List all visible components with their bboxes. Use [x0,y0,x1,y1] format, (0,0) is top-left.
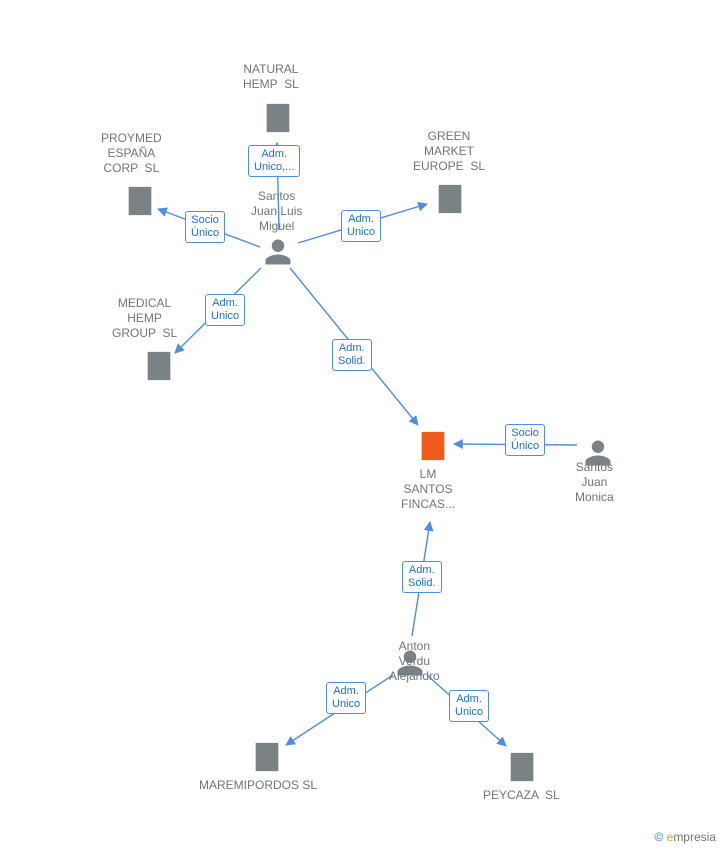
footer-credit: © empresia [654,830,716,844]
node-label-green_market: GREEN MARKET EUROPE SL [413,129,485,174]
edges-layer [0,0,728,850]
copyright-symbol: © [654,830,663,844]
edge-label-e1: Adm. Unico,... [248,145,300,177]
node-label-maremipordos: MAREMIPORDOS SL [199,778,317,793]
node-label-santos_jlm: Santos Juan Luis Miguel [251,189,302,234]
node-label-lm_santos: LM SANTOS FINCAS... [401,467,455,512]
node-label-santos_monica: Santos Juan Monica [575,460,614,505]
node-label-proymed: PROYMED ESPAÑA CORP SL [101,131,162,176]
edge-label-e2: Socio Único [185,211,225,243]
node-label-peycaza: PEYCAZA SL [483,788,560,803]
edge-label-e7: Adm. Solid. [402,561,442,593]
node-label-medical_hemp: MEDICAL HEMP GROUP SL [112,296,177,341]
edge-label-e6: Socio Único [505,424,545,456]
node-label-natural_hemp: NATURAL HEMP SL [243,62,299,92]
edge-label-e9: Adm. Unico [449,690,489,722]
edge-label-e3: Adm. Unico [341,210,381,242]
edge-label-e5: Adm. Solid. [332,339,372,371]
brand-rest: mpresia [673,830,716,844]
node-label-anton: Anton Verdu Alejandro [389,639,440,684]
edge-label-e4: Adm. Unico [205,294,245,326]
edge-label-e8: Adm. Unico [326,682,366,714]
